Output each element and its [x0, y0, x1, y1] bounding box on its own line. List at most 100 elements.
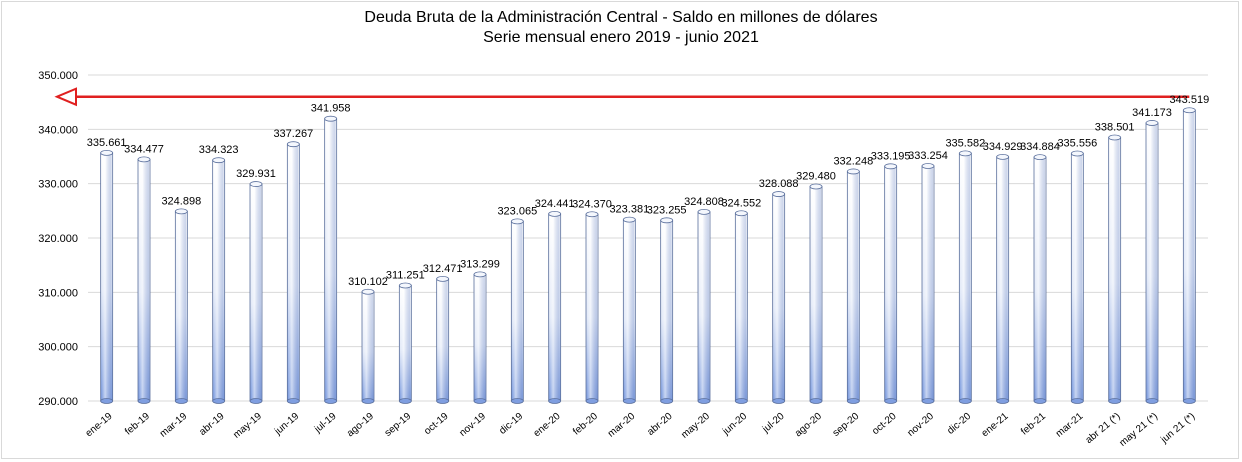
data-label: 328.088 [759, 178, 799, 190]
data-label: 324.898 [161, 195, 201, 207]
x-tick-label: abr-20 [645, 411, 675, 438]
data-label: 333.195 [871, 150, 911, 162]
x-tick-label: feb-20 [571, 411, 600, 438]
data-label: 324.808 [684, 196, 724, 208]
bar [548, 210, 562, 404]
bar [510, 218, 524, 404]
bar [436, 276, 450, 404]
data-label: 341.958 [311, 103, 351, 115]
bar [1182, 107, 1196, 404]
data-label: 337.267 [273, 128, 313, 140]
y-tick-label: 310.000 [38, 287, 78, 299]
bar [697, 208, 711, 404]
bar [884, 163, 898, 404]
data-label: 332.248 [833, 155, 873, 167]
bar [249, 181, 263, 404]
x-tick-label: dic-19 [497, 411, 525, 437]
bar [473, 271, 487, 404]
x-tick-label: mar-19 [158, 411, 190, 440]
bar [174, 208, 188, 404]
data-label: 324.370 [572, 198, 612, 210]
x-tick-label: ene-20 [532, 411, 563, 440]
y-tick-label: 320.000 [38, 233, 78, 245]
grid-lines [88, 74, 1208, 402]
bar [1033, 154, 1047, 404]
bar [958, 150, 972, 404]
x-tick-label: sep-20 [831, 411, 862, 439]
data-label: 335.582 [945, 137, 985, 149]
bar [1145, 120, 1159, 404]
bar [809, 183, 823, 404]
x-axis-ticks: ene-19 feb-19 mar-19 abr-19 may-19 jun-19 jul-… [84, 411, 1198, 449]
bar [324, 115, 338, 404]
bar [100, 150, 114, 404]
x-tick-label: sep-19 [383, 411, 414, 439]
bar [772, 191, 786, 404]
x-tick-label: mar-21 [1054, 411, 1086, 440]
data-label: 311.251 [386, 270, 425, 282]
x-tick-label: may 21 (*) [1118, 411, 1160, 449]
data-label: 324.441 [535, 198, 575, 210]
data-label: 334.323 [199, 144, 239, 156]
chart-title: Deuda Bruta de la Administración Central… [364, 9, 878, 26]
bar [622, 216, 636, 404]
data-label: 334.884 [1020, 141, 1060, 153]
x-tick-label: ene-21 [980, 411, 1011, 440]
bar [398, 282, 412, 404]
y-tick-label: 300.000 [38, 342, 78, 354]
x-tick-label: oct-19 [422, 411, 451, 438]
bar [137, 156, 151, 404]
data-label: 343.519 [1169, 94, 1209, 106]
data-label: 312.471 [423, 263, 463, 275]
data-label: 338.501 [1095, 121, 1135, 133]
data-label: 310.102 [348, 276, 388, 288]
data-label: 334.477 [124, 143, 164, 155]
data-label: 324.552 [721, 197, 761, 209]
bar [212, 157, 226, 404]
x-tick-label: jul-20 [760, 411, 787, 436]
x-tick-label: feb-19 [123, 411, 152, 438]
x-tick-label: may-20 [679, 411, 712, 441]
x-tick-label: nov-19 [457, 411, 488, 439]
y-axis-ticks: 290.000 300.000 310.000 320.000 330.000 340.0… [38, 70, 78, 408]
x-tick-label: jun 21 (*) [1158, 411, 1197, 446]
chart-subtitle: Serie mensual enero 2019 - junio 2021 [483, 29, 759, 46]
x-tick-label: jun-19 [272, 411, 301, 438]
y-tick-label: 340.000 [38, 124, 78, 136]
data-label: 341.173 [1132, 107, 1172, 119]
bars [100, 107, 1196, 404]
data-label: 333.254 [908, 150, 948, 162]
data-label: 313.299 [460, 258, 500, 270]
x-tick-label: mar-20 [606, 411, 638, 440]
x-tick-label: oct-20 [870, 411, 899, 438]
x-tick-label: nov-20 [905, 411, 936, 439]
data-label: 335.556 [1057, 137, 1097, 149]
bar [734, 210, 748, 404]
data-label: 335.661 [87, 137, 127, 149]
data-label: 329.480 [796, 170, 836, 182]
data-label: 323.065 [497, 205, 537, 217]
data-label: 329.931 [236, 168, 276, 180]
bar [585, 211, 599, 404]
bar [996, 153, 1010, 404]
bar [846, 168, 860, 404]
x-tick-label: ene-19 [84, 411, 115, 440]
data-label: 323.255 [647, 204, 687, 216]
bar [361, 288, 375, 404]
bar [1070, 150, 1084, 404]
data-label: 334.929 [983, 141, 1023, 153]
x-tick-label: ago-19 [345, 411, 376, 440]
bar [1108, 134, 1122, 404]
x-tick-label: may-19 [231, 411, 264, 441]
y-tick-label: 290.000 [38, 396, 78, 408]
reference-arrow [54, 87, 1190, 107]
x-tick-label: dic-20 [945, 411, 973, 437]
y-tick-label: 350.000 [38, 70, 78, 82]
x-tick-label: jun-20 [720, 411, 749, 438]
bar [660, 217, 674, 404]
y-tick-label: 330.000 [38, 179, 78, 191]
